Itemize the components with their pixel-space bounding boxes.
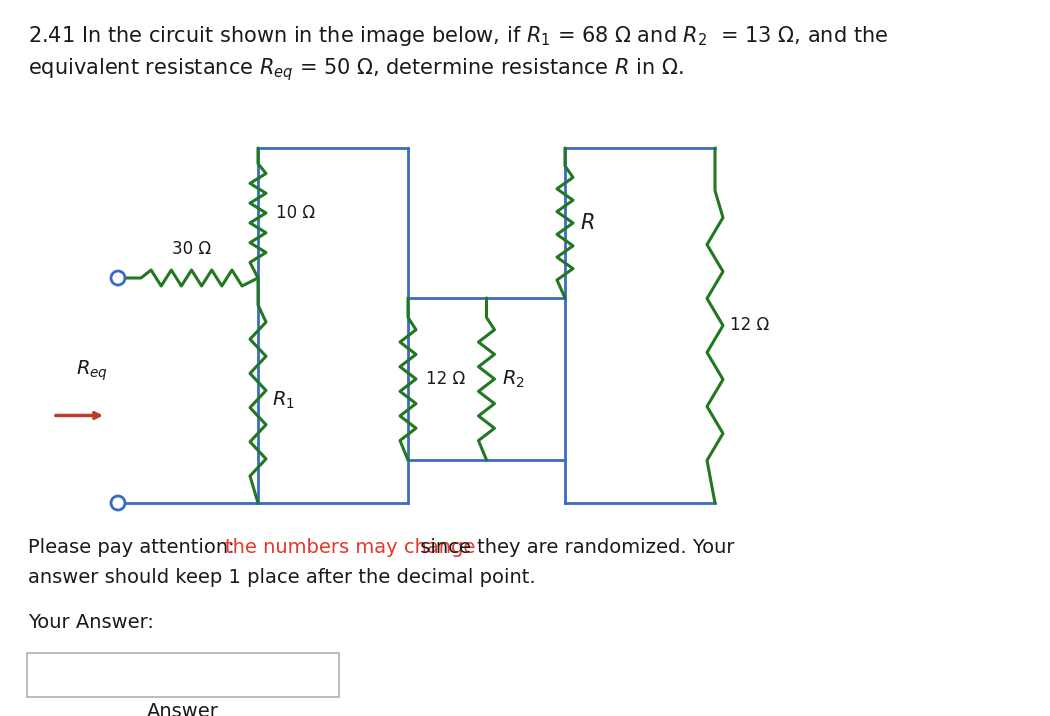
- Text: since they are randomized. Your: since they are randomized. Your: [414, 538, 735, 557]
- Text: 2.41 In the circuit shown in the image below, if $R_1$ = 68 Ω and $R_2$  = 13 Ω,: 2.41 In the circuit shown in the image b…: [28, 24, 888, 48]
- Text: Your Answer:: Your Answer:: [28, 613, 154, 632]
- Text: the numbers may change: the numbers may change: [225, 538, 476, 557]
- Text: equivalent resistance $R_{eq}$ = 50 Ω, determine resistance $R$ in Ω.: equivalent resistance $R_{eq}$ = 50 Ω, d…: [28, 56, 684, 83]
- Text: $R_1$: $R_1$: [272, 390, 295, 411]
- Text: $R$: $R$: [580, 213, 594, 233]
- Text: answer should keep 1 place after the decimal point.: answer should keep 1 place after the dec…: [28, 568, 536, 587]
- Text: Please pay attention:: Please pay attention:: [28, 538, 240, 557]
- Text: 12 Ω: 12 Ω: [426, 370, 465, 388]
- Text: 10 Ω: 10 Ω: [276, 204, 315, 222]
- Text: 30 Ω: 30 Ω: [172, 240, 211, 258]
- FancyBboxPatch shape: [27, 653, 339, 697]
- Text: Answer: Answer: [147, 702, 219, 716]
- Text: $R_{eq}$: $R_{eq}$: [76, 358, 108, 383]
- Text: $R_2$: $R_2$: [502, 368, 524, 390]
- Text: 12 Ω: 12 Ω: [730, 316, 770, 334]
